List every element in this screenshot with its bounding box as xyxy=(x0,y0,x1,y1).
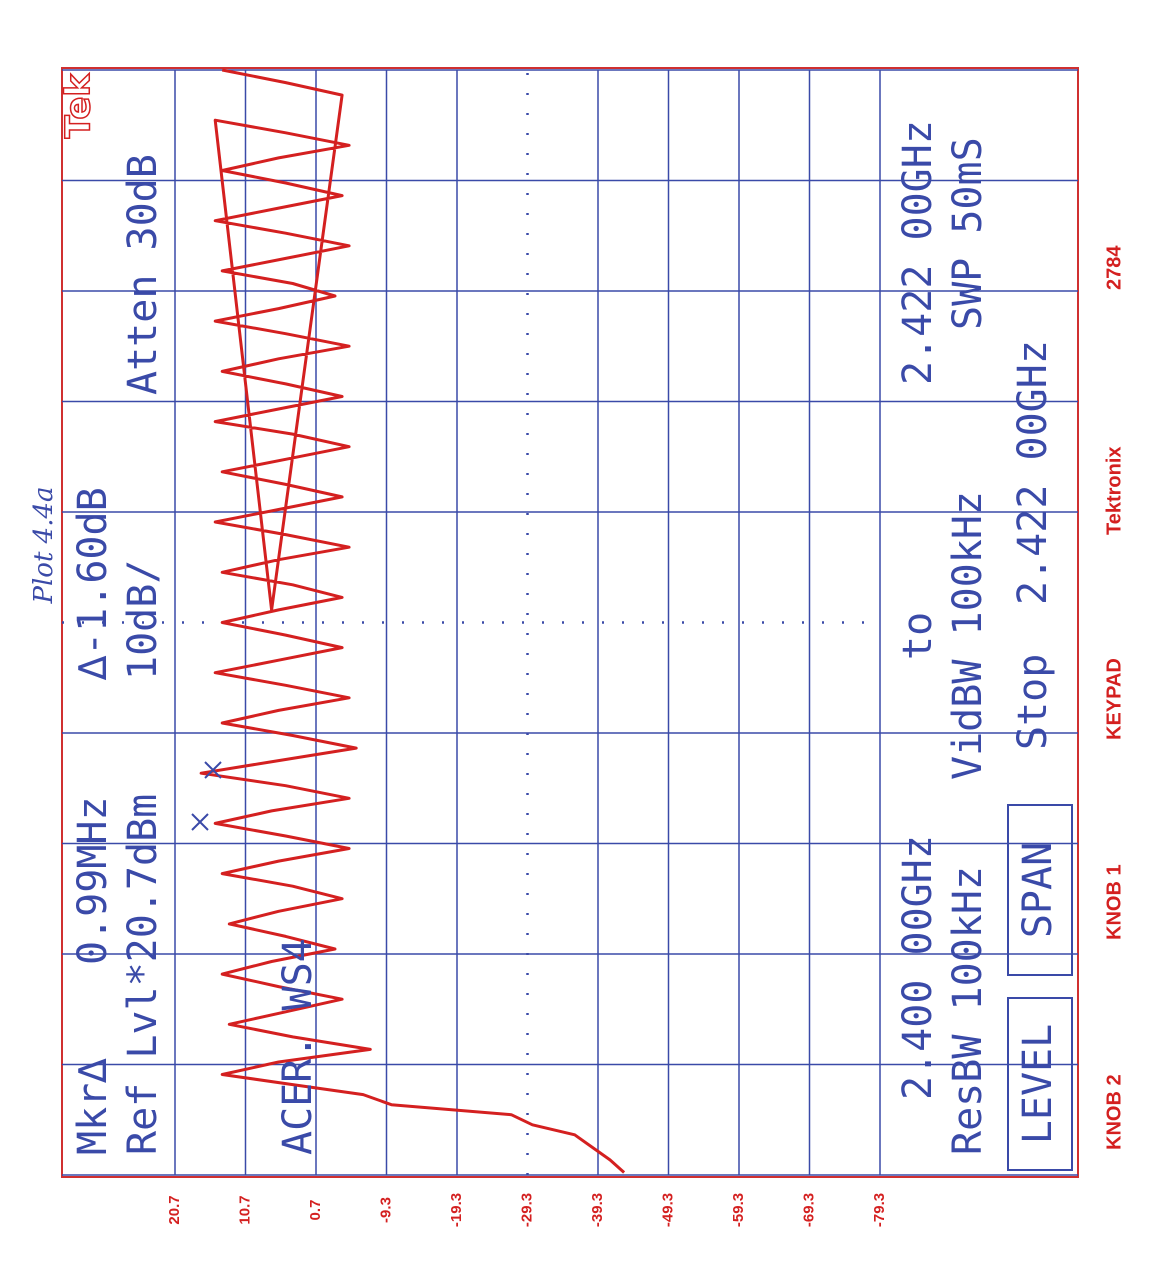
screen-text: Stop xyxy=(1010,654,1056,750)
y-tick-label: 20.7 xyxy=(166,1195,183,1224)
screen-text: VidBW 100kHz xyxy=(945,491,991,780)
screen-text: 2.422 00GHz xyxy=(895,120,941,385)
chart-title: Plot 4.4a xyxy=(29,486,59,604)
panel-label: 2784 xyxy=(1103,245,1125,290)
button-label: SPAN xyxy=(1015,842,1061,938)
screen-text: 10dB/ xyxy=(120,560,166,680)
y-tick-label: -29.3 xyxy=(518,1193,535,1227)
button-label: LEVEL xyxy=(1015,1024,1061,1144)
level-button-box xyxy=(1007,997,1073,1171)
y-tick-label: -49.3 xyxy=(659,1193,676,1227)
panel-label: KNOB 1 xyxy=(1103,864,1125,940)
y-tick-label: -59.3 xyxy=(730,1193,747,1227)
screen-text: 0.99MHz xyxy=(70,796,116,965)
screen-text: Mkr∆ xyxy=(70,1058,116,1155)
screen-text: 2.422 00GHz xyxy=(1010,340,1056,605)
marker-symbol xyxy=(204,761,222,779)
screen-text: ACER. WS4 xyxy=(275,938,321,1155)
y-tick-label: -39.3 xyxy=(589,1193,606,1227)
screen-text: Atten 30dB xyxy=(120,154,166,395)
y-tick-label: 0.7 xyxy=(307,1200,324,1221)
panel-label: KEYPAD xyxy=(1103,658,1125,740)
marker-symbol xyxy=(191,813,209,831)
screen-text: ∆-1.60dB xyxy=(70,487,116,681)
marker-symbols xyxy=(191,761,222,831)
screen-text: 2.400 00GHz xyxy=(895,835,941,1100)
screen-text: SWP 50mS xyxy=(945,137,991,330)
screen-text: Ref Lvl*20.7dBm xyxy=(120,794,166,1155)
span-button-box xyxy=(1007,804,1073,976)
panel-label: KNOB 2 xyxy=(1103,1074,1125,1150)
y-tick-label: -19.3 xyxy=(448,1193,465,1227)
y-tick-label: -79.3 xyxy=(871,1193,888,1227)
screen-text: to xyxy=(895,612,941,660)
brand-logo: Tek xyxy=(59,73,99,139)
panel-label: Tektronix xyxy=(1103,446,1125,535)
y-tick-label: -9.3 xyxy=(377,1197,394,1223)
y-tick-label: 10.7 xyxy=(236,1195,253,1224)
screen-text: ResBW 100kHz xyxy=(945,866,991,1155)
plot-frame: 20.7 10.7 0.7 -9.3 -19.3 -29.3 -39.3 -49.3 -59.3… xyxy=(58,67,1125,1227)
trace xyxy=(199,68,626,1174)
y-tick-label: -69.3 xyxy=(800,1193,817,1227)
